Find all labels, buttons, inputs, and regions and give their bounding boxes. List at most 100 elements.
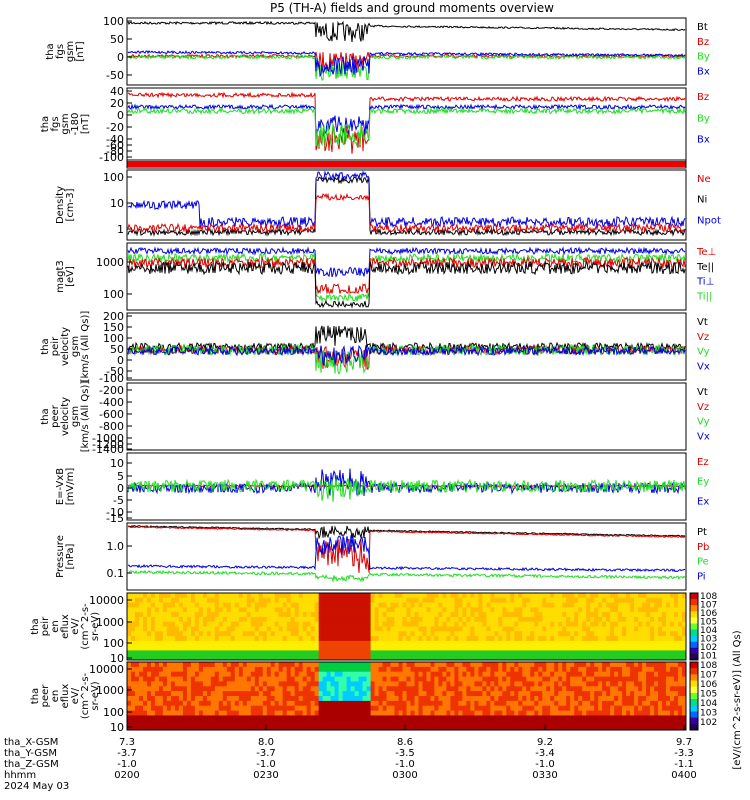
spectrogram-cell: [682, 700, 687, 707]
spectrogram-cell: [634, 607, 639, 613]
spectrogram-cell: [210, 696, 216, 702]
spectrogram-cell: [190, 691, 196, 697]
spectrogram-cell: [490, 686, 495, 692]
spectrogram-cell: [310, 710, 316, 716]
spectrogram-cell: [346, 662, 352, 668]
spectrogram-cell: [606, 676, 611, 682]
spectrogram-cell: [298, 640, 304, 647]
spectrogram-cell: [626, 705, 631, 712]
spectrogram-cell: [170, 655, 176, 661]
spectrogram-cell: [135, 621, 140, 627]
spectrogram-cell: [151, 720, 156, 726]
spectrogram-cell: [470, 593, 475, 599]
spectrogram-cell: [402, 636, 407, 642]
spectrogram-cell: [346, 650, 352, 656]
spectrogram-cell: [398, 602, 403, 608]
spectrogram-cell: [230, 607, 236, 613]
spectrogram-cell: [634, 686, 639, 692]
spectrogram-cell: [522, 696, 527, 702]
spectrogram-cell: [538, 671, 543, 678]
spectrogram-cell: [282, 710, 288, 716]
spectrogram-cell: [418, 631, 423, 637]
spectrogram-cell: [238, 626, 244, 632]
spectrogram-cell: [246, 720, 252, 726]
spectrogram-cell: [394, 636, 399, 642]
spectrogram-cell: [154, 621, 160, 627]
spectrogram-cell: [482, 715, 487, 721]
spectrogram-cell: [342, 612, 348, 618]
spectrogram-cell: [498, 640, 503, 647]
spectrogram-cell: [478, 650, 483, 656]
spectrogram-cell: [202, 640, 208, 647]
spectrogram-cell: [238, 631, 244, 637]
legend-entry: Bx: [697, 135, 710, 146]
spectrogram-cell: [458, 725, 463, 731]
spectrogram-cell: [258, 715, 264, 721]
spectrogram-cell: [594, 686, 599, 692]
spectrogram-cell: [274, 602, 280, 608]
spectrogram-cell: [618, 715, 623, 721]
spectrogram-cell: [650, 607, 655, 613]
spectrogram-cell: [314, 715, 320, 721]
spectrogram-cell: [462, 705, 467, 712]
x-row-label: hhmm: [4, 770, 36, 781]
spectrogram-cell: [278, 700, 284, 707]
spectrogram-cell: [438, 602, 443, 608]
spectrogram-cell: [170, 607, 176, 613]
spectrogram-cell: [626, 662, 631, 668]
spectrogram-cell: [162, 612, 168, 618]
spectrogram-cell: [438, 616, 443, 623]
spectrogram-cell: [382, 686, 387, 692]
spectrogram-cell: [478, 602, 483, 608]
spectrogram-cell: [170, 720, 176, 726]
spectrogram-cell: [322, 696, 328, 702]
spectrogram-cell: [250, 607, 256, 613]
spectrogram-cell: [334, 616, 340, 623]
spectrogram-cell: [222, 631, 228, 637]
spectrogram-cell: [514, 691, 519, 697]
spectrogram-cell: [558, 655, 563, 661]
spectrogram-cell: [458, 607, 463, 613]
spectrogram-cell: [442, 631, 447, 637]
spectrogram-cell: [470, 662, 475, 668]
spectrogram-cell: [582, 662, 587, 668]
spectrogram-cell: [654, 597, 659, 604]
legend-entry: Bx: [697, 66, 710, 77]
spectrogram-cell: [678, 705, 683, 712]
spectrogram-cell: [238, 616, 244, 623]
spectrogram-cell: [378, 631, 384, 637]
spectrogram-cell: [334, 700, 340, 707]
spectrogram-cell: [590, 626, 595, 632]
spectrogram-cell: [486, 725, 491, 731]
spectrogram-cell: [266, 631, 272, 637]
spectrogram-cell: [610, 607, 615, 613]
spectrogram-cell: [274, 686, 280, 692]
spectrogram-cell: [143, 607, 148, 613]
spectrogram-cell: [682, 607, 687, 613]
spectrogram-cell: [514, 696, 519, 702]
spectrogram-cell: [650, 616, 655, 623]
spectrogram-cell: [482, 597, 487, 604]
spectrogram-cell: [470, 631, 475, 637]
spectrogram-cell: [650, 662, 655, 668]
spectrogram-cell: [194, 626, 200, 632]
spectrogram-cell: [151, 655, 156, 661]
spectrogram-cell: [186, 710, 192, 716]
spectrogram-cell: [143, 593, 148, 599]
spectrogram-cell: [139, 607, 144, 613]
spectrogram-cell: [510, 640, 515, 647]
panel-frame: [126, 242, 687, 311]
spectrogram-cell: [318, 671, 324, 678]
spectrogram-cell: [202, 645, 208, 651]
spectrogram-cell: [506, 671, 511, 678]
spectrogram-cell: [258, 626, 264, 632]
spectrogram-cell: [578, 676, 583, 682]
spectrogram-cell: [314, 645, 320, 651]
spectrogram-cell: [386, 593, 391, 599]
spectrogram-cell: [374, 621, 380, 627]
spectrogram-cell: [622, 715, 627, 721]
y-tick-label: 10: [110, 721, 124, 734]
y-axis-label-line: peir: [40, 616, 51, 636]
x-tick-value: 0330: [532, 770, 557, 781]
spectrogram-cell: [486, 626, 491, 632]
